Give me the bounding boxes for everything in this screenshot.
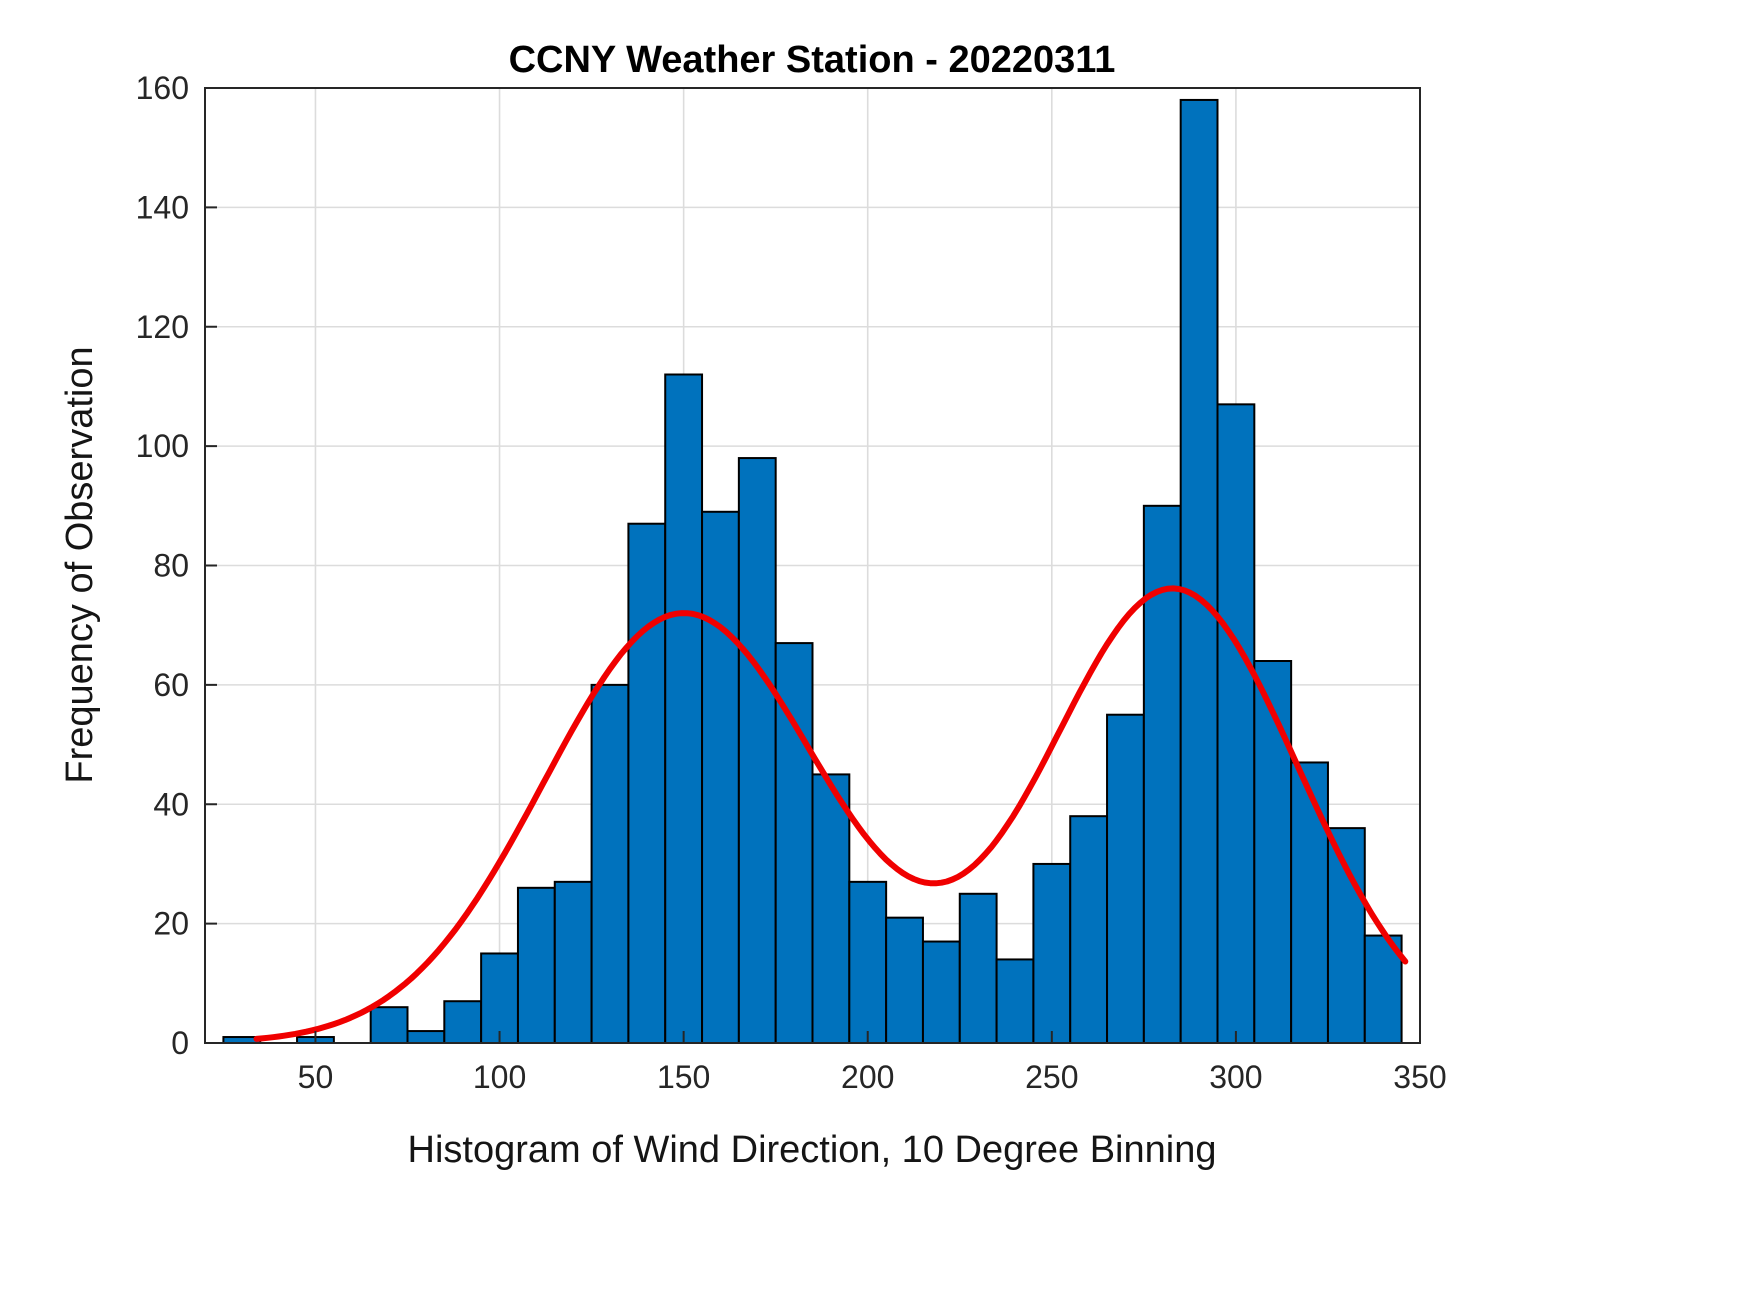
histogram-bar xyxy=(1032,862,1072,1043)
x-tick-label: 50 xyxy=(298,1059,334,1095)
histogram-bar xyxy=(811,773,851,1043)
histogram-bar xyxy=(369,1006,409,1043)
histogram-bar xyxy=(553,880,593,1043)
histogram-bar xyxy=(848,880,888,1043)
y-tick-label: 40 xyxy=(153,786,189,822)
histogram-bar xyxy=(995,958,1035,1043)
histogram-bar xyxy=(443,1000,483,1043)
y-tick-label: 0 xyxy=(171,1025,189,1061)
histogram-bar xyxy=(701,510,740,1043)
histogram-bar xyxy=(1326,827,1366,1043)
y-tick-label: 120 xyxy=(136,309,189,345)
y-tick-label: 80 xyxy=(153,548,189,584)
histogram-bar xyxy=(590,683,630,1043)
histogram-bar xyxy=(664,373,704,1043)
histogram-bar xyxy=(1290,761,1329,1043)
fit-curve xyxy=(253,585,1409,1042)
y-axis-ticks: 0 20 40 60 80 100 120 140 160 xyxy=(136,70,217,1061)
histogram-bar xyxy=(1253,660,1293,1043)
x-tick-label: 150 xyxy=(657,1059,710,1095)
histogram-bar xyxy=(406,1030,446,1043)
y-tick-label: 160 xyxy=(136,70,189,106)
histogram-bar xyxy=(885,916,924,1043)
x-tick-label: 300 xyxy=(1209,1059,1262,1095)
histogram-bar xyxy=(921,940,961,1043)
chart-layers: 50 100 150 200 250 300 350 0 20 40 60 80 100 120 140 16… xyxy=(136,70,1447,1095)
chart-title: CCNY Weather Station - 20220311 xyxy=(509,39,1116,81)
x-tick-label: 100 xyxy=(473,1059,526,1095)
histogram-bar xyxy=(480,952,519,1043)
x-tick-label: 250 xyxy=(1025,1059,1078,1095)
histogram-bar xyxy=(737,457,777,1043)
y-tick-label: 20 xyxy=(153,906,189,942)
y-axis-label: Frequency of Observation xyxy=(59,346,101,783)
y-tick-label: 140 xyxy=(136,189,189,225)
histogram-bar xyxy=(958,892,998,1043)
histogram-bar xyxy=(1069,815,1109,1043)
x-axis-label: Histogram of Wind Direction, 10 Degree B… xyxy=(408,1129,1217,1171)
y-tick-label: 100 xyxy=(136,428,189,464)
y-tick-label: 60 xyxy=(153,667,189,703)
histogram-bar xyxy=(1216,403,1256,1043)
x-tick-label: 350 xyxy=(1393,1059,1446,1095)
histogram-bar xyxy=(1179,98,1219,1043)
x-tick-label: 200 xyxy=(841,1059,894,1095)
histogram-bar xyxy=(1106,713,1145,1043)
histogram-bar xyxy=(627,522,667,1043)
x-axis-ticks: 50 100 150 200 250 300 350 xyxy=(298,1031,1447,1095)
histogram-bar xyxy=(516,886,556,1043)
